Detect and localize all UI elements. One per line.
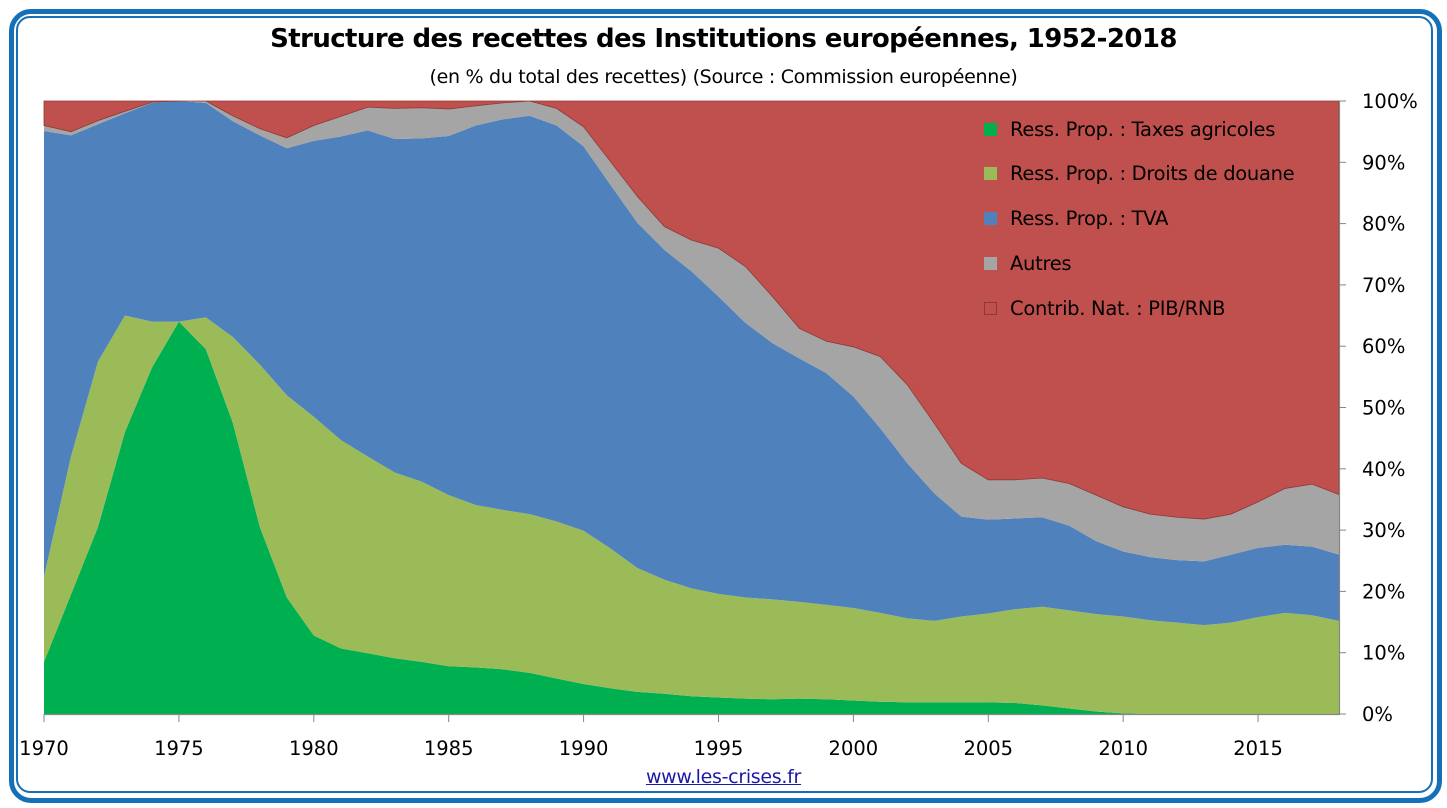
source-website-link[interactable]: www.les-crises.fr [645, 766, 802, 788]
area-series-group [43, 100, 1340, 714]
legend-label: Autres [1010, 251, 1072, 275]
legend-label: Ress. Prop. : Taxes agricoles [1010, 117, 1276, 141]
x-tick-label: 1975 [154, 737, 204, 760]
x-tick-label: 1970 [19, 737, 69, 760]
legend-label: Ress. Prop. : TVA [1010, 207, 1169, 231]
legend-swatch [984, 301, 997, 315]
chart-subtitle: (en % du total des recettes) (Source : C… [429, 66, 1018, 88]
area-ress-prop-droits-de-douane [44, 315, 1339, 714]
x-tick-label: 1990 [559, 737, 609, 760]
y-tick-label: 80% [1362, 213, 1405, 236]
legend-swatch [984, 167, 997, 181]
y-tick-label: 0% [1362, 703, 1393, 726]
chart-title: Structure des recettes des Institutions … [270, 24, 1177, 54]
y-tick-label: 30% [1362, 519, 1405, 542]
x-tick-label: 2015 [1233, 737, 1283, 760]
legend-label: Ress. Prop. : Droits de douane [1010, 162, 1295, 186]
legend-item: Ress. Prop. : TVA [984, 206, 1168, 232]
legend-item: Ress. Prop. : Droits de douane [984, 161, 1295, 187]
legend-swatch [984, 212, 997, 226]
y-tick-label: 50% [1362, 397, 1405, 420]
x-tick-label: 2000 [829, 737, 879, 760]
x-axis-ticks: 1970 1975 1980 1985 1990 1995 2000 2005 2010 2015 [19, 714, 1283, 760]
x-tick-label: 2005 [963, 737, 1013, 760]
legend-item: Ress. Prop. : Taxes agricoles [984, 116, 1275, 142]
legend-item: Contrib. Nat. : PIB/RNB [984, 295, 1225, 321]
y-tick-label: 100% [1362, 90, 1418, 113]
legend-swatch [984, 122, 997, 136]
x-tick-label: 1995 [694, 737, 744, 760]
y-tick-label: 40% [1362, 458, 1405, 481]
area-ress-prop-tva [44, 101, 1339, 626]
legend-swatch [984, 256, 997, 270]
y-tick-label: 20% [1362, 580, 1405, 603]
x-tick-label: 1980 [289, 737, 339, 760]
chart-frame-outer-border [9, 9, 1442, 803]
y-axis-ticks: 0% 10% 20% 30% 40% 50% 60% 70% 80% 90% 100% [1339, 90, 1418, 726]
footer-source: www.les-crises.fr [0, 766, 1447, 788]
y-tick-label: 90% [1362, 151, 1405, 174]
legend-label: Contrib. Nat. : PIB/RNB [1010, 296, 1226, 320]
y-tick-label: 10% [1362, 642, 1405, 665]
chart-frame-inner-border [16, 16, 1433, 793]
x-tick-label: 1985 [424, 737, 474, 760]
legend-item: Autres [984, 250, 1072, 276]
area-ress-prop-taxes-agricoles [44, 321, 1339, 714]
y-tick-label: 60% [1362, 335, 1405, 358]
y-tick-label: 70% [1362, 274, 1405, 297]
x-tick-label: 2010 [1098, 737, 1148, 760]
